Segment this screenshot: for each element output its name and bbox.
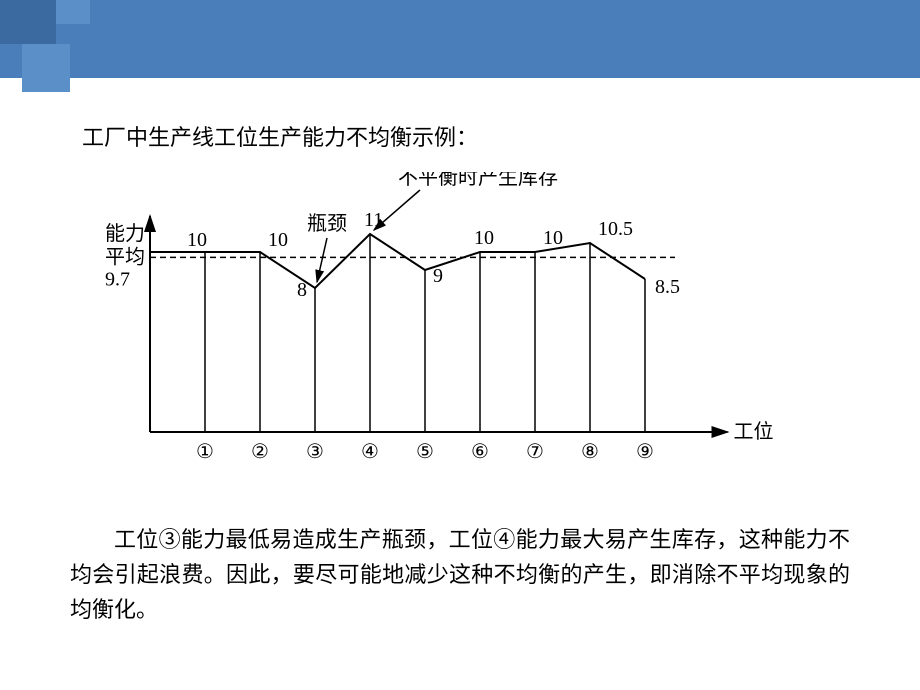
header-bar bbox=[0, 0, 920, 78]
average-value: 9.7 bbox=[105, 268, 130, 290]
station-label: ⑥ bbox=[471, 441, 489, 463]
station-label: ④ bbox=[361, 441, 379, 463]
station-label: ⑨ bbox=[636, 441, 654, 463]
value-label: 10 bbox=[543, 227, 563, 249]
slide-content: 工厂中生产线工位生产能力不均衡示例： 能力平均9.7 工位 10 10 8 11 9 10 10… bbox=[0, 120, 920, 628]
x-axis-label: 工位 bbox=[734, 420, 774, 443]
chart-container: 能力平均9.7 工位 10 10 8 11 9 10 10 10.5 8.5 ① ② ③ ④ ⑤ ⑥ ⑦ ⑧ ⑨ 瓶颈 不… bbox=[70, 172, 850, 492]
station-label: ② bbox=[251, 441, 269, 463]
corner-decoration bbox=[0, 0, 88, 92]
station-label: ⑤ bbox=[416, 441, 434, 463]
capability-chart: 能力平均9.7 工位 10 10 8 11 9 10 10 10.5 8.5 ① ② ③ ④ ⑤ ⑥ ⑦ ⑧ ⑨ 瓶颈 不… bbox=[90, 172, 830, 492]
value-label: 8 bbox=[297, 279, 307, 301]
station-label: ⑧ bbox=[581, 441, 599, 463]
value-label: 10 bbox=[268, 229, 288, 251]
value-label: 10.5 bbox=[598, 218, 633, 240]
average-label: 平均 bbox=[105, 245, 145, 268]
slide-title: 工厂中生产线工位生产能力不均衡示例： bbox=[82, 120, 850, 152]
value-label: 10 bbox=[474, 227, 494, 249]
station-label: ③ bbox=[306, 441, 324, 463]
value-label: 11 bbox=[364, 209, 383, 231]
description-paragraph: 工位③能力最低易造成生产瓶颈，工位④能力最大易产生库存，这种能力不均会引起浪费。… bbox=[70, 522, 850, 628]
y-axis-label: 能力 bbox=[105, 222, 145, 245]
bottleneck-label: 瓶颈 bbox=[307, 212, 347, 235]
station-label: ⑦ bbox=[526, 441, 544, 463]
value-label: 10 bbox=[187, 229, 207, 251]
value-label: 8.5 bbox=[655, 276, 680, 298]
value-label: 9 bbox=[433, 265, 443, 287]
slide-description: 工位③能力最低易造成生产瓶颈，工位④能力最大易产生库存，这种能力不均会引起浪费。… bbox=[70, 522, 850, 628]
station-label: ① bbox=[196, 441, 214, 463]
inventory-label: 不平衡时产生库存 bbox=[398, 172, 558, 189]
